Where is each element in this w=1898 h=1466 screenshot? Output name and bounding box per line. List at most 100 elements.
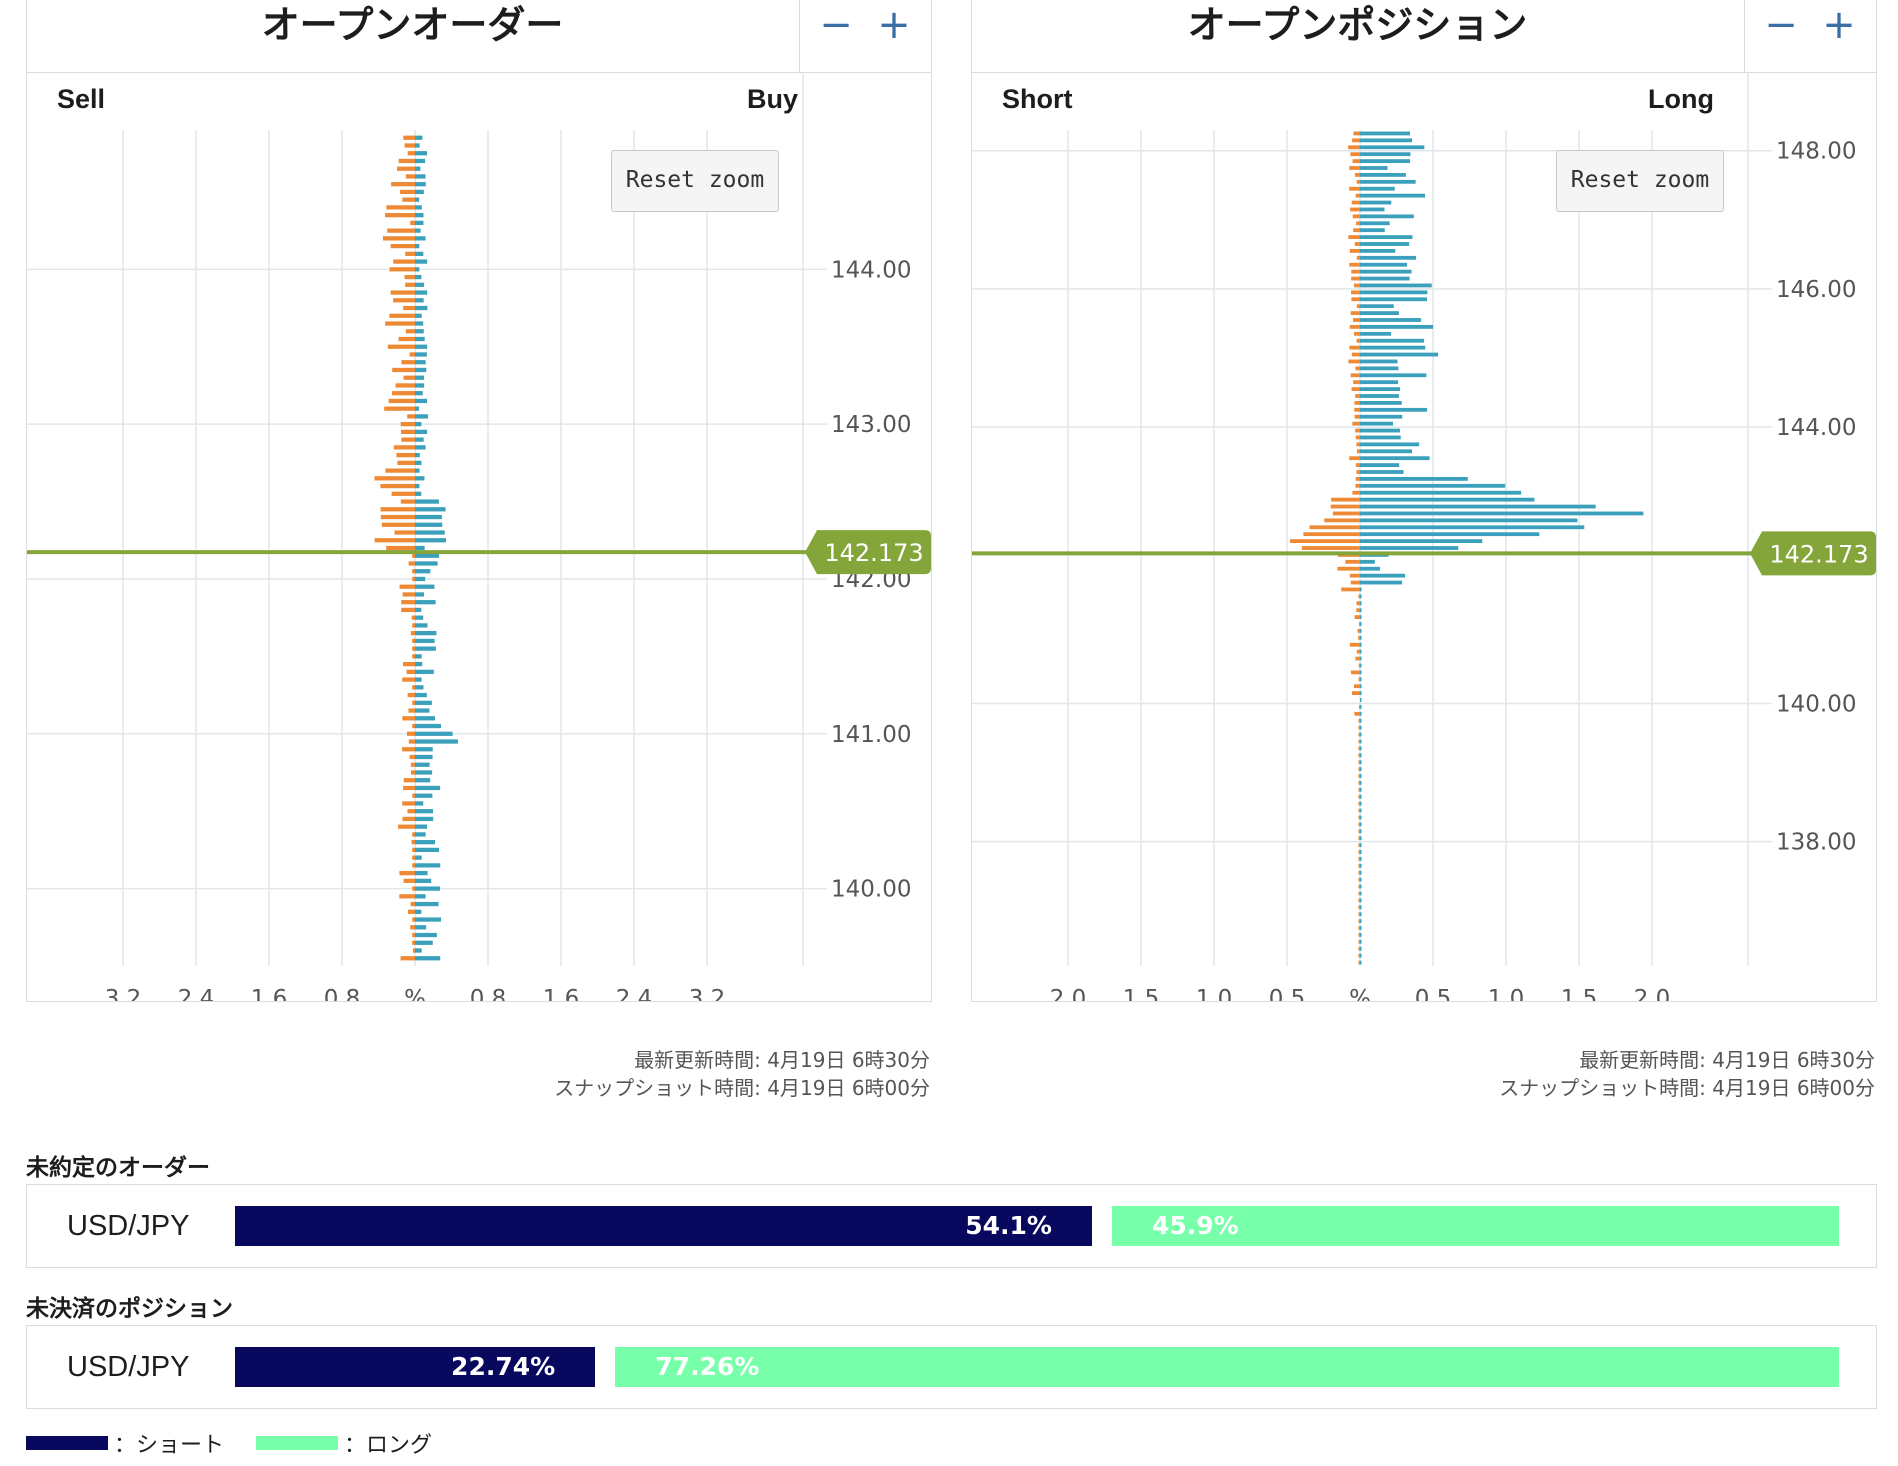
right-bar [415, 631, 437, 636]
left-bar [1351, 276, 1360, 281]
left-bar [1354, 407, 1360, 412]
right-bar [415, 383, 425, 388]
zoom-in-button[interactable]: + [1822, 2, 1856, 48]
right-bar [1360, 891, 1362, 896]
right-bar [1360, 504, 1596, 509]
left-bar [412, 576, 415, 582]
open-positions-timestamps: 最新更新時間: 4月19日 6時30分 スナップショット時間: 4月19日 6時… [971, 1046, 1875, 1102]
reset-zoom-button[interactable]: Reset zoom [611, 150, 779, 212]
left-bar [1358, 774, 1360, 778]
right-bar [415, 499, 439, 504]
right-bar [1360, 449, 1413, 454]
left-bar [1356, 470, 1360, 474]
y-tick-label: 140.00 [1776, 691, 1856, 717]
left-bar [1355, 193, 1360, 198]
long-swatch [256, 1436, 338, 1450]
right-bar [415, 716, 435, 721]
right-bar [415, 739, 458, 744]
right-bar [415, 406, 420, 411]
right-bar [415, 917, 442, 922]
right-bar [415, 925, 427, 930]
long-ratio-bar: 77.26% [615, 1347, 1839, 1387]
zoom-out-button[interactable]: − [819, 2, 853, 48]
right-bar [1360, 684, 1362, 689]
right-bar [415, 654, 422, 659]
left-bar [1356, 442, 1360, 447]
right-bar [1360, 490, 1522, 495]
right-bar [415, 770, 433, 775]
right-bar [1360, 373, 1427, 378]
left-bar [1331, 497, 1360, 502]
right-bar [415, 468, 420, 473]
left-bar [1358, 739, 1360, 744]
right-bar [1360, 428, 1400, 433]
right-bar [415, 592, 424, 597]
right-bar [415, 460, 422, 465]
left-bar [403, 778, 415, 783]
right-bar [1360, 642, 1362, 647]
right-bar [415, 174, 426, 179]
right-bar [1360, 539, 1483, 543]
left-bar [399, 894, 415, 899]
left-bar [1356, 449, 1360, 454]
open-positions-chart[interactable]: 2.0 1.5 1.0 0.5% 0.5 1.0 1.5 2.0 148.00 146.00 144… [972, 0, 1876, 1001]
left-bar [1349, 345, 1360, 350]
left-bar [393, 298, 415, 303]
left-bar [400, 422, 415, 427]
right-bar [415, 569, 431, 574]
left-bar [1350, 373, 1360, 378]
left-bar [380, 514, 415, 520]
y-tick-label: 148.00 [1776, 139, 1856, 165]
right-bar [1360, 518, 1578, 523]
left-bar [402, 592, 415, 597]
x-tick-label: 3.2 [105, 986, 142, 1001]
left-bar [1354, 242, 1360, 246]
right-bar [1360, 801, 1362, 806]
right-bar [415, 267, 420, 272]
right-bar [415, 298, 424, 303]
right-bar [1360, 442, 1420, 447]
left-bar [1356, 221, 1360, 226]
left-bar [402, 197, 415, 202]
left-bar [405, 174, 415, 179]
y-tick-label: 144.00 [1776, 415, 1856, 441]
right-bar [1360, 221, 1390, 226]
left-bar [1354, 414, 1360, 419]
left-bar [1352, 214, 1360, 219]
right-bar [1360, 884, 1362, 889]
left-bar [1358, 857, 1360, 861]
right-bar [1360, 414, 1403, 419]
left-bar [405, 251, 415, 256]
zoom-out-button[interactable]: − [1764, 2, 1798, 48]
left-bar [1350, 311, 1360, 315]
left-bar [412, 855, 415, 860]
right-bar [415, 545, 425, 551]
left-bar [385, 321, 415, 326]
left-bar [412, 917, 415, 922]
right-bar [415, 615, 424, 620]
left-bar [402, 716, 415, 721]
short-label: Short [1002, 84, 1073, 114]
reset-zoom-button[interactable]: Reset zoom [1556, 150, 1724, 212]
left-bar [384, 406, 415, 411]
right-bar [1360, 850, 1362, 854]
left-bar [410, 901, 415, 907]
open-orders-chart[interactable]: 3.2 2.4 1.6 0.8% 0.8 1.6 2.4 3.2 144.00 143.00 142… [27, 0, 931, 1001]
long-ratio-value: 45.9% [1151, 1211, 1239, 1240]
right-bar [1360, 325, 1434, 329]
left-bar [1354, 684, 1360, 689]
left-bar [1337, 566, 1360, 571]
right-bar [1360, 691, 1362, 695]
left-bar [401, 360, 415, 365]
left-bar [394, 530, 415, 535]
right-bar [415, 731, 453, 736]
left-bar [1358, 781, 1360, 785]
y-tick-label: 143.00 [831, 412, 911, 438]
left-bar [1358, 919, 1360, 923]
open-positions-title: オープンポジション [1187, 3, 1528, 47]
zoom-in-button[interactable]: + [877, 2, 911, 48]
left-bar [404, 143, 415, 148]
left-bar [1358, 843, 1360, 847]
right-bar [415, 274, 422, 280]
right-bar [415, 329, 424, 334]
